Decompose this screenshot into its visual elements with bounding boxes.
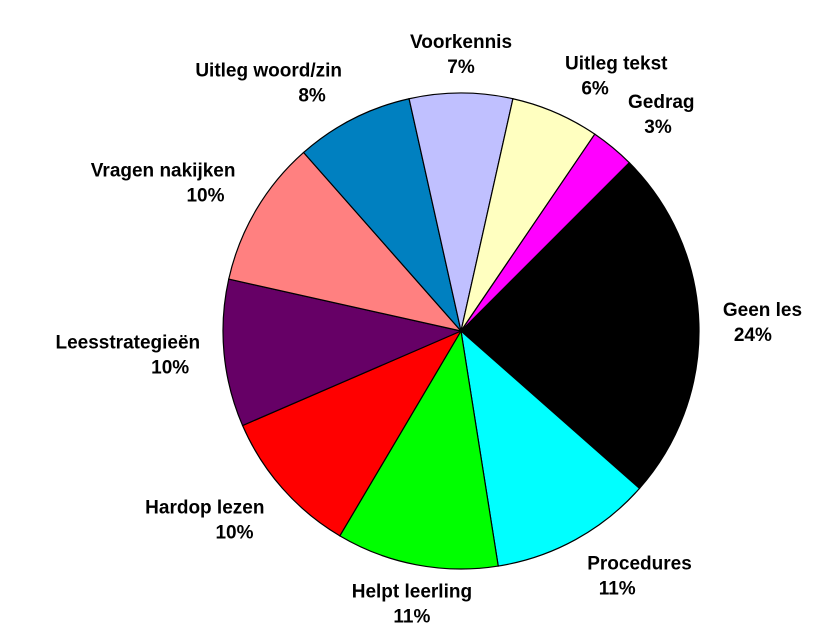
pie-slice [339,329,499,570]
slice-label: Hardop lezen [145,497,264,518]
pie-slice [460,161,700,490]
slice-value-label: 8% [298,86,326,107]
slice-value-label: 11% [393,606,430,627]
slice-value-label: 11% [599,579,636,600]
slice-value-label: 10% [215,522,253,543]
slice-value-label: 3% [644,117,672,138]
slice-label: Vragen nakijken [91,161,236,182]
slice-label: Uitleg tekst [565,54,668,75]
pie-slice [228,151,463,332]
pie-slice [241,329,463,537]
slice-value-label: 7% [447,57,475,78]
slice-value-label: 10% [186,186,224,207]
slice-label: Leesstrategieën [55,333,200,354]
slice-value-label: 24% [734,325,772,346]
slice-label: Procedures [587,554,692,575]
pie-slice [460,133,631,332]
slice-label: Uitleg woord/zin [195,61,342,82]
slice-value-label: 10% [151,358,189,379]
slice-label: Geen les [723,300,802,321]
pie-slice [222,278,463,427]
pie-slice [408,92,514,332]
slice-label: Helpt leerling [352,581,472,602]
pie-slice [460,329,641,567]
slice-label: Voorkennis [410,32,512,53]
slice-label: Gedrag [628,92,695,113]
slice-value-label: 6% [581,79,609,100]
